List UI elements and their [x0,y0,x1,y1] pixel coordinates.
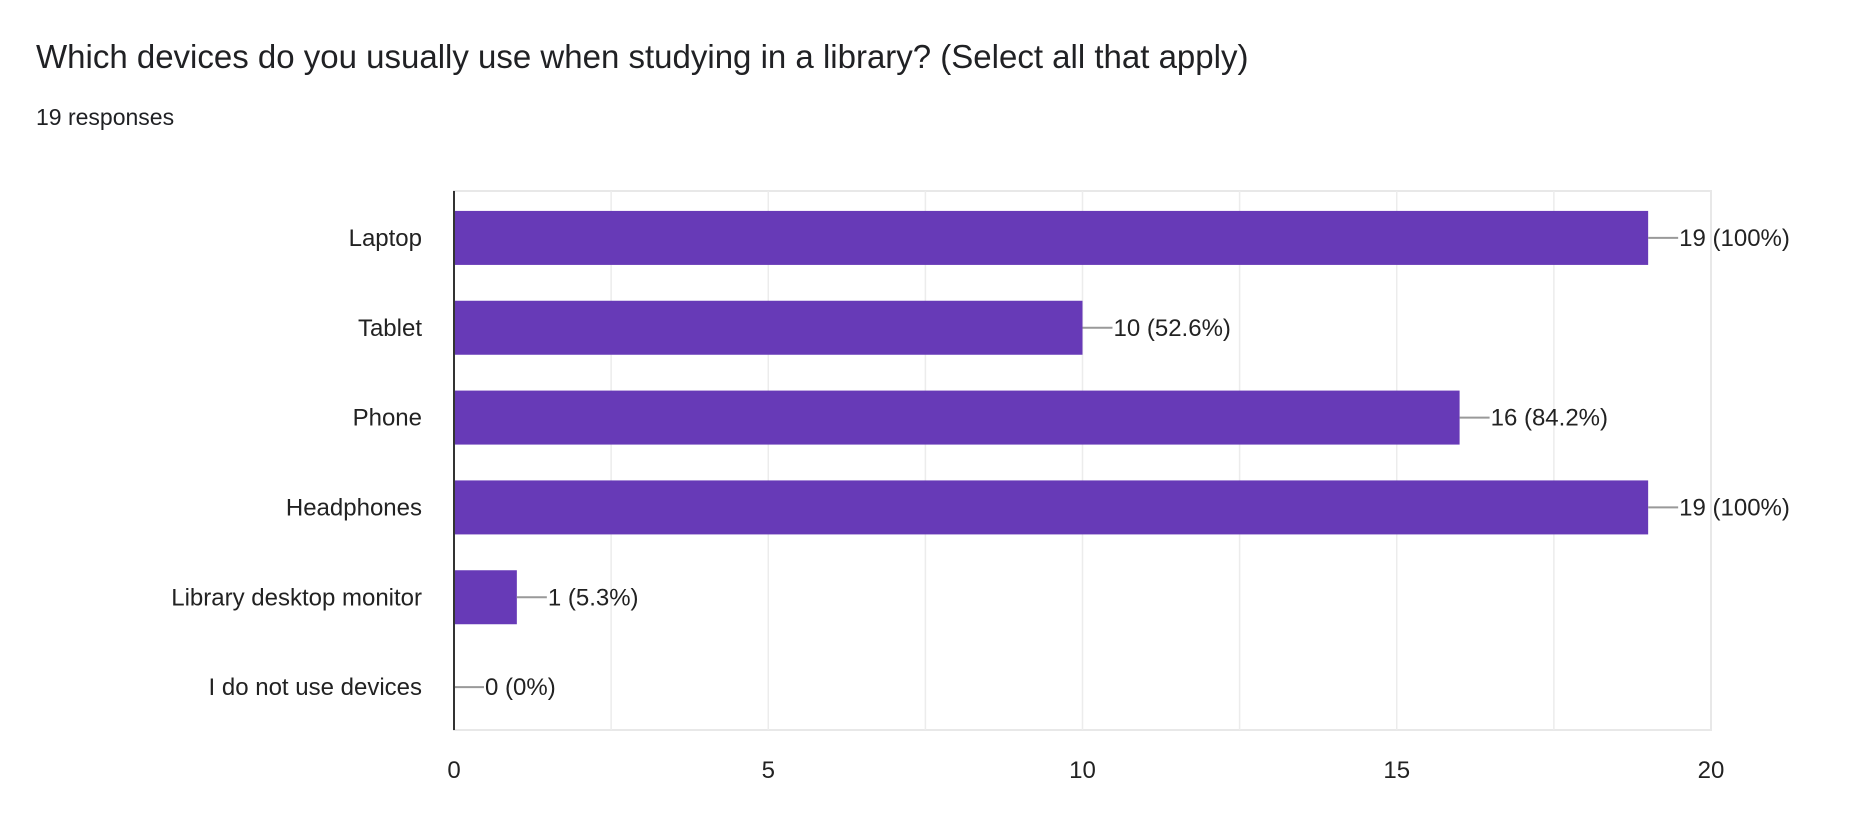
x-tick-label: 10 [1069,757,1096,784]
data-label: 16 (84.2%) [1491,405,1608,432]
x-tick-label: 0 [447,757,460,784]
bar [454,570,517,625]
x-tick-label: 5 [762,757,775,784]
bar [454,480,1649,535]
data-label: 0 (0%) [485,674,556,701]
chart-title: Which devices do you usually use when st… [36,38,1249,75]
x-tick-label: 15 [1383,757,1410,784]
bar [454,300,1083,355]
response-count: 19 responses [36,104,175,130]
data-label: 19 (100%) [1679,494,1790,521]
category-label: Laptop [349,225,422,252]
category-label: Phone [353,405,422,432]
category-label: Headphones [286,494,422,521]
bar [454,390,1460,445]
data-label: 10 (52.6%) [1114,315,1231,342]
data-label: 1 (5.3%) [548,584,639,611]
x-tick-label: 20 [1698,757,1725,784]
category-label: Library desktop monitor [171,584,422,611]
bar [454,210,1649,265]
category-label: Tablet [358,315,422,342]
category-label: I do not use devices [209,674,422,701]
data-label: 19 (100%) [1679,225,1790,252]
